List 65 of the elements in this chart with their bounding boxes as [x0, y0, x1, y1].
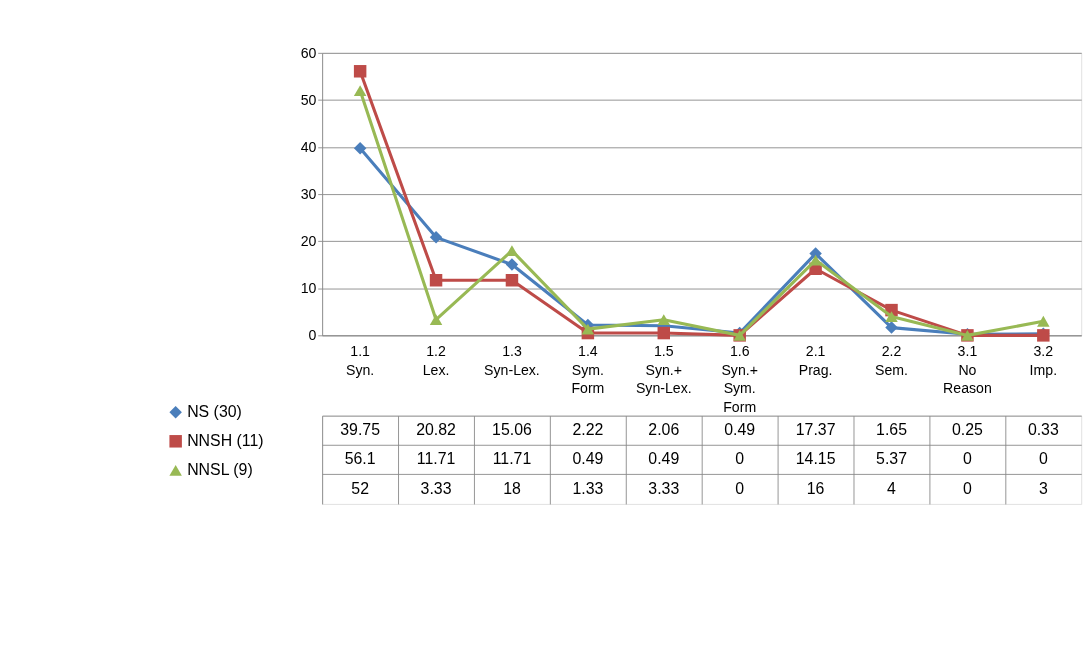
- y-tick-label: 10: [300, 280, 317, 297]
- data-label: 11.71: [416, 450, 456, 468]
- x-tick-label: 1.5 Syn.+Syn-Lex.: [635, 343, 692, 397]
- y-tick-label: 20: [300, 233, 317, 250]
- data-label: 0: [963, 450, 972, 468]
- point: [429, 314, 443, 326]
- y-tick-label: 30: [300, 186, 317, 202]
- data-label: 0.33: [1027, 420, 1059, 438]
- point: [505, 245, 519, 257]
- legend-label: NNSH (11): [187, 431, 264, 449]
- data-label: 5.37: [876, 450, 908, 468]
- x-tick-label: 1.2 Lex.: [422, 343, 450, 378]
- x-tick-label: 1.6 Syn.+Sym. Form: [721, 343, 758, 415]
- y-tick-label: 40: [300, 138, 317, 155]
- data-label: 18: [503, 479, 521, 497]
- data-label: 52: [351, 479, 370, 497]
- legend-label: NS (30): [187, 402, 242, 420]
- point: [885, 311, 898, 322]
- point: [353, 85, 367, 96]
- point: [505, 258, 519, 271]
- point: [505, 274, 519, 287]
- data-label: 0: [1038, 450, 1048, 468]
- y-tick-label: 50: [300, 91, 317, 108]
- y-tick-label: 0: [308, 327, 317, 344]
- data-label: 39.75: [340, 420, 381, 438]
- data-label: 0.49: [572, 450, 604, 468]
- data-label: 0.49: [724, 420, 756, 438]
- y-tick-label: 60: [300, 44, 317, 61]
- data-label: 3: [1038, 479, 1048, 497]
- data-label: 1.65: [876, 420, 908, 438]
- data-label: 0: [963, 479, 972, 497]
- data-label: 56.1: [344, 450, 376, 468]
- data-label: 16: [806, 479, 825, 497]
- x-tick-label: 3.2 Imp.: [1029, 343, 1058, 378]
- data-label: 0: [735, 450, 745, 468]
- point: [885, 321, 898, 334]
- data-label: 3.33: [420, 479, 452, 497]
- point: [353, 65, 367, 78]
- point: [657, 314, 671, 326]
- data-label: 1.33: [572, 479, 604, 497]
- x-tick-label: 1.4 Sym. Form: [571, 343, 605, 397]
- x-tick-label: 2.1 Prag.: [798, 343, 833, 378]
- data-label: 14.15: [795, 450, 836, 468]
- x-tick-label: 1.3 Syn-Lex.: [484, 343, 540, 378]
- point: [429, 231, 443, 244]
- x-tick-label: 2.2 Sem.: [875, 343, 908, 378]
- x-tick-label: 3.1 No Reason: [943, 343, 992, 397]
- point: [657, 326, 671, 340]
- point: [581, 323, 595, 335]
- data-label: 0.25: [951, 420, 984, 438]
- data-label: 3.33: [648, 479, 680, 497]
- data-label: 11.71: [492, 450, 532, 468]
- data-label: 0.49: [648, 450, 680, 468]
- data-label: 4: [887, 479, 897, 497]
- data-label: 17.37: [795, 420, 836, 438]
- data-label: 20.82: [416, 420, 457, 438]
- data-label: 0: [735, 479, 745, 497]
- x-tick-label: 1.1 Syn.: [346, 343, 375, 378]
- data-label: 2.22: [572, 420, 604, 438]
- point: [1037, 315, 1050, 327]
- legend-label: NNSL (9): [187, 460, 253, 478]
- point: [353, 142, 367, 155]
- data-label: 2.06: [648, 420, 680, 438]
- point: [429, 274, 443, 287]
- data-label: 15.06: [492, 420, 532, 438]
